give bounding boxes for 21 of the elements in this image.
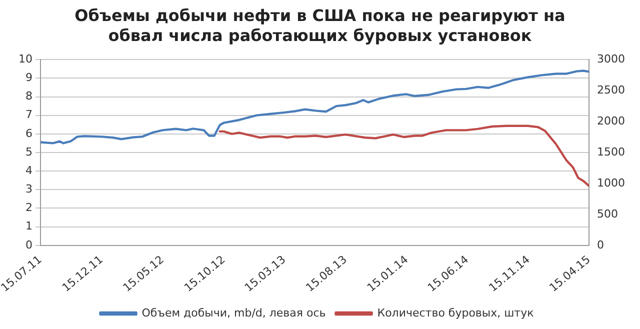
- y-tick-label: 8: [26, 90, 33, 103]
- y-tick-label: 3: [26, 182, 33, 196]
- y2-tick-label: 3000: [597, 52, 626, 66]
- y2-tick-label: 1000: [597, 176, 626, 190]
- y-tick-label: 5: [26, 145, 33, 158]
- y2-tick-label: 2500: [597, 83, 626, 96]
- y-tick-label: 4: [26, 164, 33, 177]
- chart-title: Объемы добычи нефти в США пока не реагируют на обвал числа работающих буровых установок: [74, 6, 566, 47]
- legend-label: Количество буровых, штук: [377, 306, 534, 320]
- y2-tick-label: 1500: [597, 145, 626, 158]
- legend-label: Объем добычи, mb/d, левая ось: [142, 306, 326, 320]
- y-tick-label: 0: [26, 238, 33, 252]
- y-tick-label: 7: [26, 108, 33, 122]
- y-tick-label: 1: [26, 220, 33, 233]
- y-tick-label: 2: [26, 201, 33, 214]
- y2-tick-label: 0: [597, 238, 604, 252]
- y-tick-label: 6: [26, 126, 33, 140]
- y2-tick-label: 2000: [597, 114, 626, 128]
- y-tick-label: 9: [26, 71, 33, 84]
- y2-tick-label: 500: [597, 207, 618, 220]
- y-tick-label: 10: [18, 52, 33, 66]
